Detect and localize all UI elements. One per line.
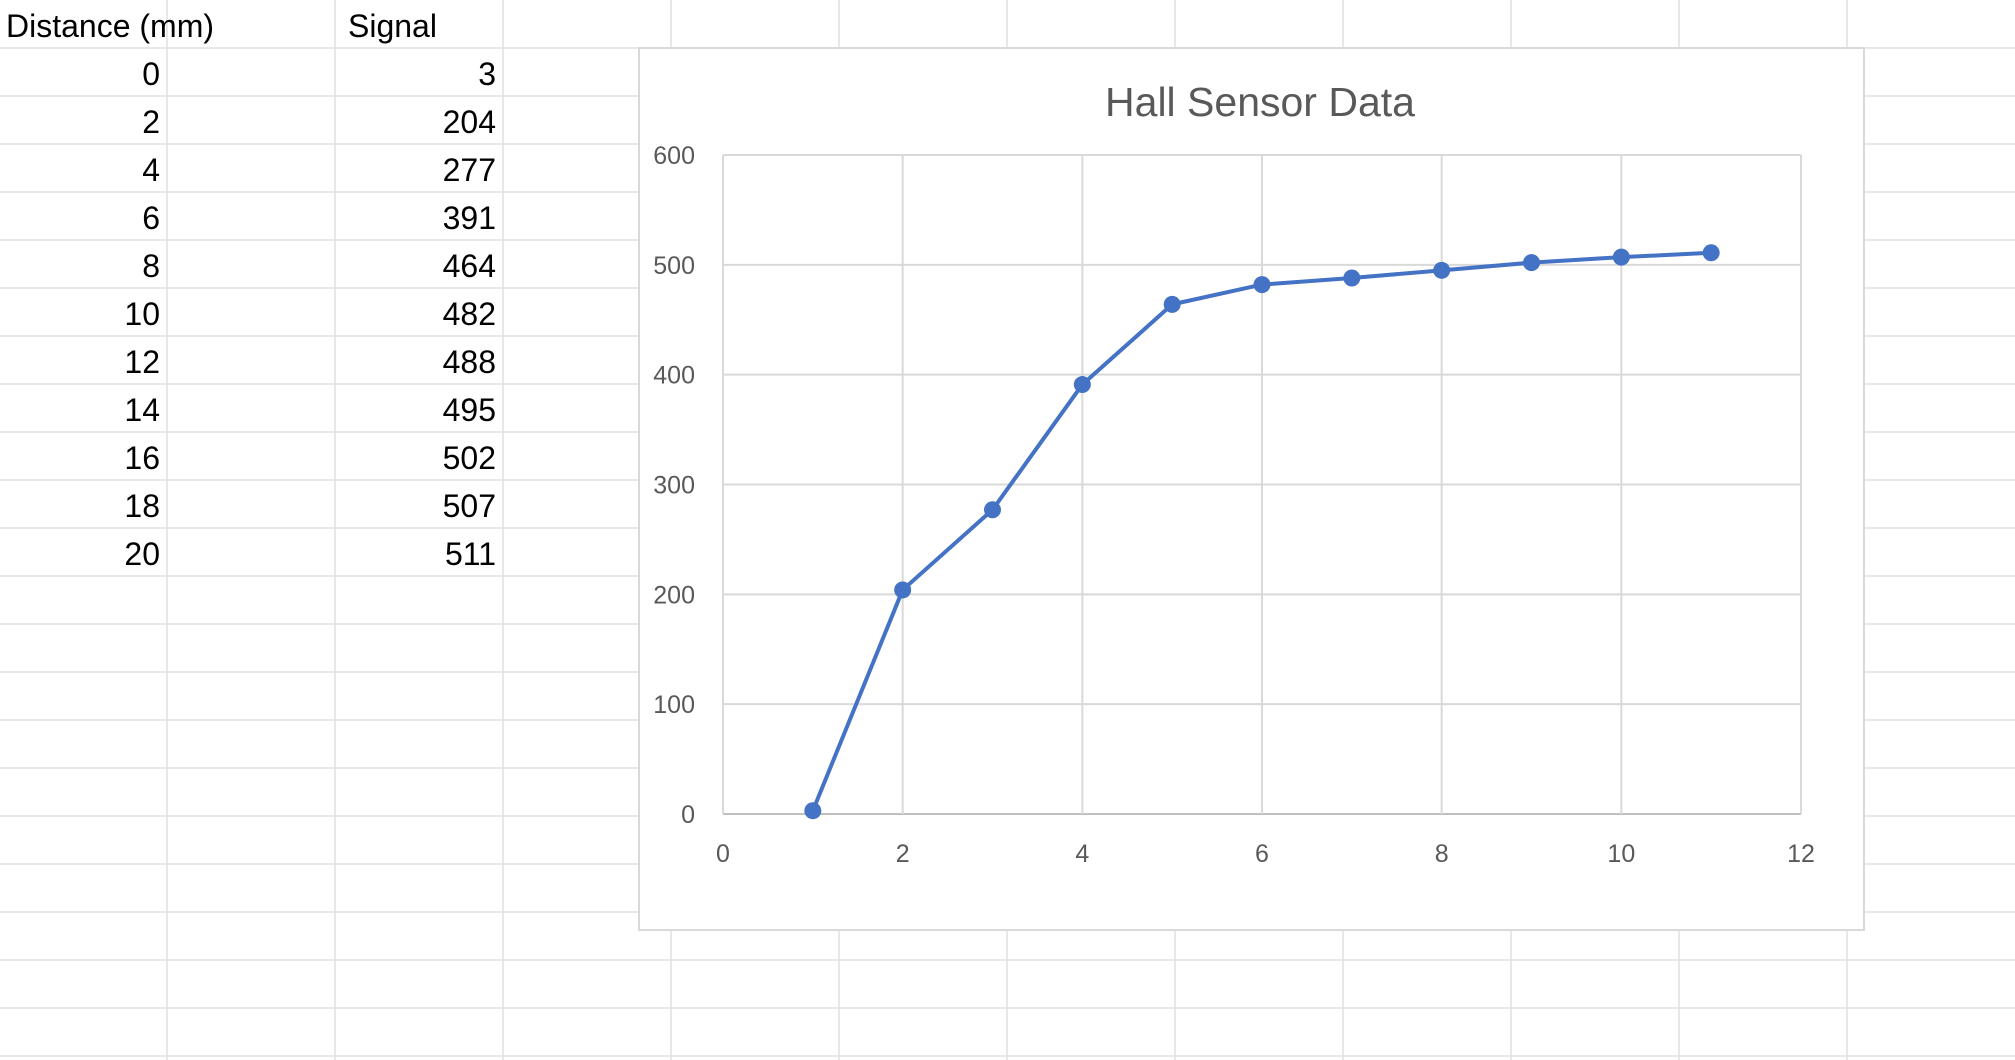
data-point bbox=[1253, 276, 1271, 294]
y-tick-label: 100 bbox=[653, 691, 695, 719]
series-hall-sensor bbox=[804, 244, 1720, 820]
gridlines bbox=[722, 154, 1802, 815]
y-tick-label: 600 bbox=[653, 142, 695, 170]
data-point bbox=[1702, 244, 1720, 262]
cell-distance[interactable]: 0 bbox=[142, 56, 160, 92]
y-tick-label: 400 bbox=[653, 362, 695, 390]
cell-signal[interactable]: 3 bbox=[478, 56, 496, 92]
data-point bbox=[1523, 254, 1540, 272]
data-point bbox=[1343, 269, 1361, 287]
cell-signal[interactable]: 204 bbox=[442, 104, 496, 140]
x-tick-label: 8 bbox=[1435, 840, 1449, 868]
cell-distance[interactable]: 14 bbox=[124, 392, 160, 428]
cell-distance[interactable]: 16 bbox=[124, 440, 160, 476]
data-point bbox=[1073, 376, 1091, 394]
cell-signal[interactable]: 511 bbox=[444, 536, 496, 572]
data-point bbox=[984, 501, 1001, 519]
x-tick-label: 6 bbox=[1255, 840, 1269, 868]
cell-distance[interactable]: 20 bbox=[124, 536, 160, 572]
cell-signal[interactable]: 391 bbox=[442, 200, 496, 236]
y-tick-label: 500 bbox=[653, 252, 695, 280]
data-point bbox=[1612, 248, 1630, 266]
cell-signal[interactable]: 482 bbox=[442, 296, 496, 332]
data-point bbox=[894, 581, 912, 599]
cell-distance[interactable]: 10 bbox=[124, 296, 160, 332]
x-tick-label: 2 bbox=[896, 840, 910, 868]
cell-signal[interactable]: 507 bbox=[442, 488, 496, 524]
x-tick-label: 12 bbox=[1787, 840, 1815, 868]
y-axis-ticks: 0 100 200 300 400 500 600 bbox=[653, 142, 695, 829]
chart-area[interactable]: Hall Sensor Data 0 100 200 300 400 500 600 0 2 4… bbox=[638, 47, 1865, 931]
y-tick-label: 200 bbox=[653, 581, 695, 609]
cell-signal[interactable]: 488 bbox=[442, 344, 496, 380]
header-signal[interactable]: Signal bbox=[348, 8, 437, 44]
header-distance[interactable]: Distance (mm) bbox=[6, 8, 215, 44]
x-tick-label: 4 bbox=[1075, 840, 1089, 868]
cell-distance[interactable]: 6 bbox=[142, 200, 160, 236]
cell-signal[interactable]: 464 bbox=[442, 248, 496, 284]
cell-signal[interactable]: 502 bbox=[442, 440, 496, 476]
cell-distance[interactable]: 4 bbox=[142, 152, 160, 188]
y-tick-label: 0 bbox=[681, 801, 695, 829]
cell-distance[interactable]: 8 bbox=[142, 248, 160, 284]
cell-distance[interactable]: 12 bbox=[124, 344, 160, 380]
x-axis-ticks: 0 2 4 6 8 10 12 bbox=[716, 840, 1815, 868]
x-tick-label: 0 bbox=[716, 840, 730, 868]
y-tick-label: 300 bbox=[653, 472, 695, 500]
x-tick-label: 10 bbox=[1607, 840, 1635, 868]
data-point bbox=[804, 802, 822, 820]
cell-signal[interactable]: 277 bbox=[442, 152, 496, 188]
data-point bbox=[1163, 295, 1181, 313]
cell-distance[interactable]: 2 bbox=[142, 104, 160, 140]
cell-distance[interactable]: 18 bbox=[124, 488, 160, 524]
line-chart: Hall Sensor Data 0 100 200 300 400 500 600 0 2 4… bbox=[653, 79, 1815, 868]
chart-title: Hall Sensor Data bbox=[1105, 79, 1415, 125]
cell-signal[interactable]: 495 bbox=[442, 392, 496, 428]
data-point bbox=[1433, 261, 1451, 279]
